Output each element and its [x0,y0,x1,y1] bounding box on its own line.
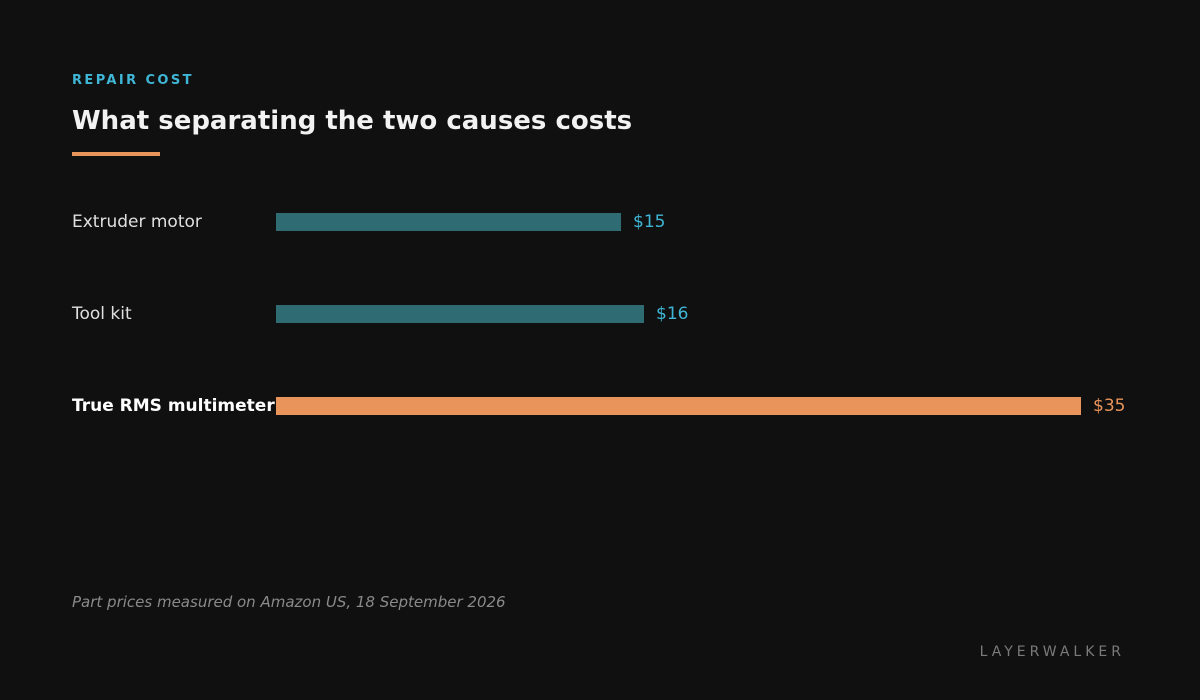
category-label-true-rms-multimeter: True RMS multimeter [72,396,275,416]
value-label-tool-kit: $16 [656,304,688,324]
category-label-extruder-motor: Extruder motor [72,212,202,232]
title-accent-rule [72,152,160,156]
category-label-tool-kit: Tool kit [71,304,132,324]
bar-tool-kit [276,305,644,323]
value-label-extruder-motor: $15 [633,212,665,232]
eyebrow-label: REPAIR COST [72,73,194,88]
bar-extruder-motor [276,213,621,231]
bar-chart: Extruder motor $15 Tool kit $16 True RMS mul… [71,212,1125,416]
source-note: Part prices measured on Amazon US, 18 Se… [72,593,506,611]
brand-wordmark: LAYERWALKER [979,644,1125,660]
value-label-true-rms-multimeter: $35 [1093,396,1125,416]
bar-true-rms-multimeter [276,397,1081,415]
page-title: What separating the two causes costs [72,106,633,136]
